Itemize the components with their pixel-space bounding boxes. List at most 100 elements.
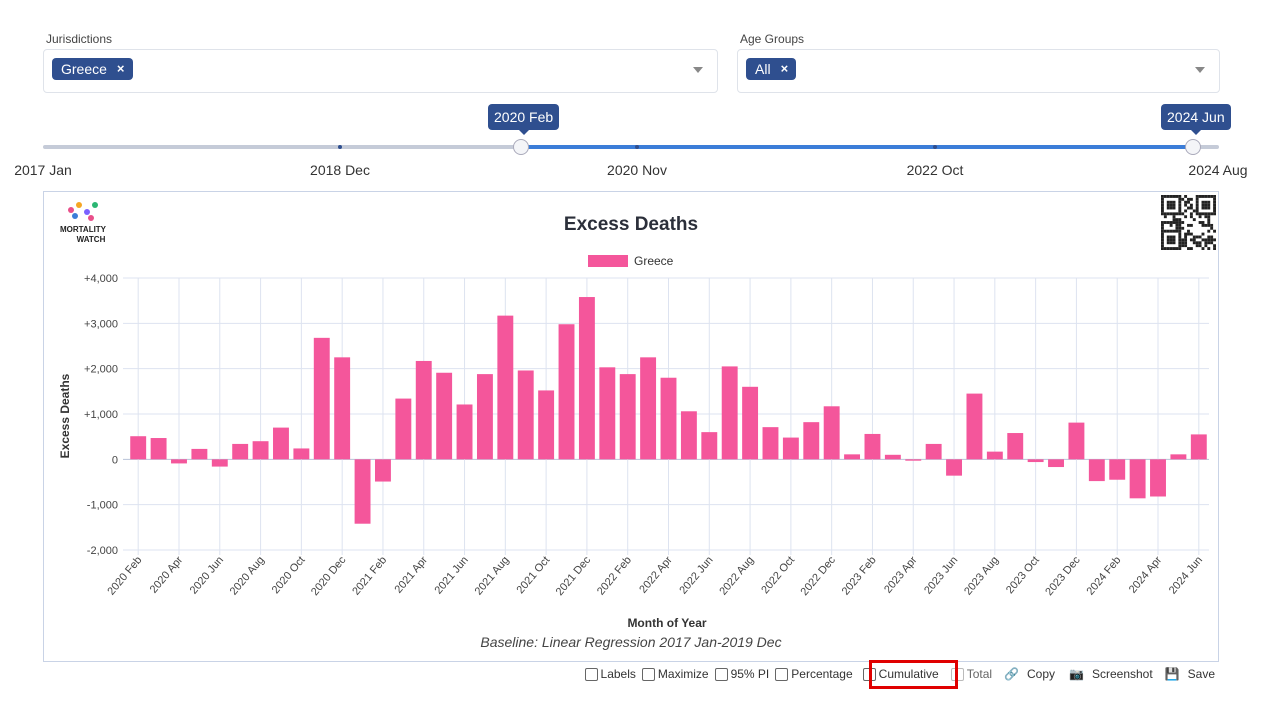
qr-module <box>1213 203 1216 207</box>
pi-checkbox[interactable]: 95% PI <box>714 667 769 681</box>
qr-module <box>1178 226 1182 230</box>
x-tick-label: 2021 Dec <box>554 554 594 598</box>
qr-module <box>1161 244 1164 248</box>
qr-module <box>1195 235 1199 239</box>
bar <box>293 448 310 460</box>
bar <box>456 404 473 460</box>
bar <box>1190 434 1207 460</box>
qr-module <box>1204 212 1208 216</box>
qr-module <box>1166 238 1170 242</box>
qr-module <box>1184 235 1188 239</box>
bar <box>905 459 922 461</box>
maximize-checkbox[interactable]: Maximize <box>641 667 709 681</box>
qr-module <box>1195 206 1199 210</box>
date-range-slider[interactable] <box>0 100 1262 160</box>
checkbox-label: Maximize <box>657 667 709 681</box>
qr-module <box>1172 195 1176 198</box>
legend-label: Greece <box>634 254 674 268</box>
logo-dot <box>68 207 74 213</box>
qr-module <box>1189 215 1193 219</box>
slider-end-handle[interactable] <box>1185 139 1201 155</box>
bar <box>497 315 514 460</box>
checkbox-box[interactable] <box>775 667 789 681</box>
qr-module <box>1181 197 1185 201</box>
qr-module <box>1189 206 1193 210</box>
qr-module <box>1210 223 1214 227</box>
qr-module <box>1207 212 1211 216</box>
cumulative-highlight-box <box>869 660 958 689</box>
qr-module <box>1178 200 1182 204</box>
bar <box>191 448 208 460</box>
x-tick-label: 2020 Apr <box>148 554 186 596</box>
qr-module <box>1195 212 1199 216</box>
qr-module <box>1187 247 1190 250</box>
chart-title: Excess Deaths <box>564 214 698 235</box>
qr-module <box>1172 206 1176 210</box>
qr-module <box>1187 200 1190 204</box>
qr-module <box>1178 209 1182 213</box>
camera-icon: 📷 <box>1069 667 1084 681</box>
qr-module <box>1184 203 1188 207</box>
x-tick-label: 2021 Feb <box>350 554 389 597</box>
bar <box>313 337 330 460</box>
qr-module <box>1187 223 1190 227</box>
bar <box>150 438 167 460</box>
chevron-down-icon[interactable] <box>1195 67 1205 73</box>
qr-module <box>1207 215 1211 219</box>
qr-module <box>1207 229 1211 233</box>
qr-module <box>1187 206 1190 210</box>
x-tick-label: 2024 Feb <box>1084 554 1123 597</box>
qr-module <box>1198 212 1202 216</box>
qr-module <box>1172 221 1176 224</box>
x-axis-ticks: 2020 Feb 2020 Apr 2020 Jun 2020 Aug 2020 Oct… <box>105 554 1205 598</box>
bar <box>742 386 759 460</box>
qr-module <box>1189 247 1193 250</box>
age-group-chip-all[interactable]: All × <box>746 58 797 80</box>
qr-module <box>1172 218 1176 222</box>
qr-module <box>1178 232 1182 236</box>
checkbox-box[interactable] <box>584 667 598 681</box>
qr-module <box>1195 209 1199 213</box>
qr-module <box>1184 209 1188 213</box>
qr-module <box>1178 197 1182 201</box>
save-button[interactable]: 💾 Save <box>1165 667 1215 681</box>
chevron-down-icon[interactable] <box>693 67 703 73</box>
remove-chip-icon[interactable]: × <box>116 61 125 76</box>
qr-module <box>1210 226 1214 230</box>
y-tick-label: -2,000 <box>87 545 118 557</box>
qr-module <box>1210 212 1214 216</box>
copy-button[interactable]: 🔗 Copy <box>1004 667 1055 681</box>
bar <box>1007 433 1024 460</box>
qr-module <box>1204 206 1208 210</box>
bar <box>578 297 595 460</box>
qr-module <box>1178 212 1182 216</box>
x-tick-label: 2021 Apr <box>393 554 431 596</box>
qr-module <box>1178 229 1182 233</box>
qr-module <box>1207 206 1211 210</box>
qr-module <box>1189 212 1193 216</box>
y-axis-ticks: +4,000 +3,000 +2,000 +1,000 0 -1,000 -2,000 <box>84 273 118 557</box>
bar <box>1170 454 1187 460</box>
jurisdictions-select[interactable]: Greece × <box>43 49 718 93</box>
age-groups-select[interactable]: All × <box>737 49 1220 93</box>
slider-dot <box>338 145 342 149</box>
qr-module <box>1175 247 1179 250</box>
qr-module <box>1189 238 1193 242</box>
labels-checkbox[interactable]: Labels <box>584 667 636 681</box>
jurisdiction-chip-greece[interactable]: Greece × <box>52 58 133 80</box>
qr-module <box>1163 221 1167 224</box>
bar <box>1048 459 1064 468</box>
qr-module <box>1166 206 1170 210</box>
slider-start-handle[interactable] <box>513 139 529 155</box>
checkbox-box[interactable] <box>641 667 655 681</box>
bar <box>1088 459 1105 482</box>
chart-panel: MORTALITY WATCH Excess Deaths Greece +4,… <box>43 191 1219 662</box>
qr-module <box>1172 238 1176 242</box>
percentage-checkbox[interactable]: Percentage <box>775 667 853 681</box>
checkbox-box[interactable] <box>714 667 728 681</box>
qr-module <box>1178 206 1182 210</box>
qr-module <box>1172 215 1176 219</box>
screenshot-button[interactable]: 📷 Screenshot <box>1069 667 1153 681</box>
remove-chip-icon[interactable]: × <box>780 61 789 76</box>
checkbox-label: Percentage <box>791 667 853 681</box>
